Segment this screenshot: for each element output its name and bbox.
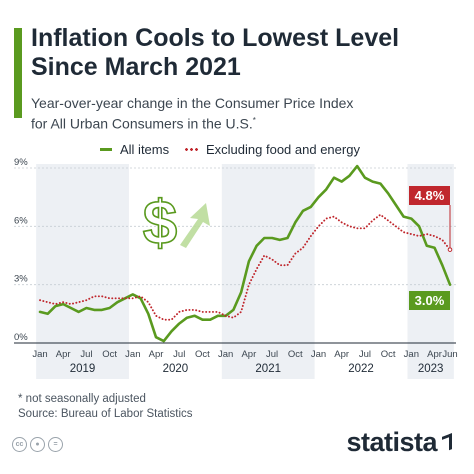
x-tick-label: Apr	[334, 349, 349, 360]
chart-subtitle-line-1: Year-over-year change in the Consumer Pr…	[31, 95, 354, 111]
x-tick-label: Apr	[149, 349, 164, 360]
y-tick-label: 3%	[14, 274, 28, 285]
y-axis-labels: 0% 3% 6% 9%	[14, 157, 28, 343]
legend: All items Excluding food and energy	[0, 142, 474, 160]
statista-logo-text: statista	[346, 427, 437, 457]
callout-point-core	[447, 247, 453, 252]
footnote-note: * not seasonally adjusted	[18, 393, 146, 405]
x-tick-label: Jul	[266, 349, 278, 360]
x-tick-label: Jan	[32, 349, 47, 360]
year-label: 2021	[255, 363, 281, 375]
year-labels: 2019 2020 2021 2022 2023	[70, 363, 444, 375]
x-tick-label: Oct	[288, 349, 303, 360]
x-tick-label: Apr	[427, 349, 442, 360]
x-tick-label: Jan	[125, 349, 140, 360]
license-icons: cc ● =	[12, 437, 63, 452]
svg-text:$: $	[143, 189, 177, 258]
x-tick-label: Jul	[80, 349, 92, 360]
legend-item-all-items: All items	[100, 142, 169, 157]
legend-label-all-items: All items	[120, 142, 170, 157]
dollar-arrow-icon: $	[142, 188, 210, 259]
legend-label-core: Excluding food and energy	[206, 142, 360, 157]
subtitle-footnote-mark: *	[252, 116, 256, 125]
footnote: * not seasonally adjusted Source: Bureau…	[18, 392, 458, 422]
x-tick-label: Oct	[195, 349, 210, 360]
x-tick-label: Apr	[56, 349, 71, 360]
year-label: 2020	[163, 363, 189, 375]
year-label: 2019	[70, 363, 96, 375]
callout-box-all-items	[409, 291, 450, 310]
x-tick-label: Jan	[218, 349, 233, 360]
chart-subtitle: Year-over-year change in the Consumer Pr…	[31, 95, 461, 133]
chart-title: Inflation Cools to Lowest Level Since Ma…	[31, 24, 461, 82]
x-tick-label: Oct	[381, 349, 396, 360]
y-tick-label: 9%	[14, 157, 28, 168]
equals-icon[interactable]: =	[48, 437, 63, 452]
legend-swatch-all-items	[100, 148, 112, 151]
x-tick-label: Jun	[442, 349, 457, 360]
callout-label-core: 4.8%	[415, 188, 445, 203]
title-accent-bar	[14, 28, 22, 118]
x-tick-label: Apr	[241, 349, 256, 360]
value-callouts: 4.8% 3.0%	[409, 186, 453, 310]
year-label: 2023	[418, 363, 444, 375]
year-shade-band	[36, 164, 129, 379]
legend-swatch-core	[184, 148, 198, 151]
y-tick-label: 0%	[14, 332, 28, 343]
callout-box-core	[409, 186, 450, 205]
by-icon[interactable]: ●	[30, 437, 45, 452]
callout-label-all-items: 3.0%	[415, 293, 445, 308]
x-tick-label: Jul	[173, 349, 185, 360]
cc-icon[interactable]: cc	[12, 437, 27, 452]
series-line-core	[39, 213, 451, 321]
x-tick-label: Jan	[404, 349, 419, 360]
subtitle-line-2-text: for All Urban Consumers in the U.S.	[31, 115, 253, 132]
chart-title-line-1: Inflation Cools to Lowest Level	[31, 24, 400, 52]
chart-title-line-2: Since March 2021	[31, 53, 241, 81]
grid-lines	[14, 167, 456, 344]
x-tick-label: Oct	[102, 349, 117, 360]
year-shade-band	[221, 164, 315, 379]
statista-logo-mark-icon	[440, 433, 454, 453]
chart-subtitle-line-2: for All Urban Consumers in the U.S.*	[31, 112, 461, 133]
x-axis-labels: Jan Apr Jul Oct Jan Apr Jul Oct Jan Apr Jul Oct Jan A…	[32, 349, 457, 360]
series-line-all-items	[38, 164, 452, 343]
y-tick-label: 6%	[14, 215, 28, 226]
statista-logo[interactable]: statista	[346, 427, 454, 458]
x-tick-label: Jul	[359, 349, 371, 360]
footnote-source: Source: Bureau of Labor Statistics	[18, 408, 193, 420]
legend-item-core: Excluding food and energy	[184, 142, 360, 157]
series-lines	[38, 164, 452, 343]
year-label: 2022	[348, 363, 374, 375]
x-tick-label: Jan	[311, 349, 326, 360]
